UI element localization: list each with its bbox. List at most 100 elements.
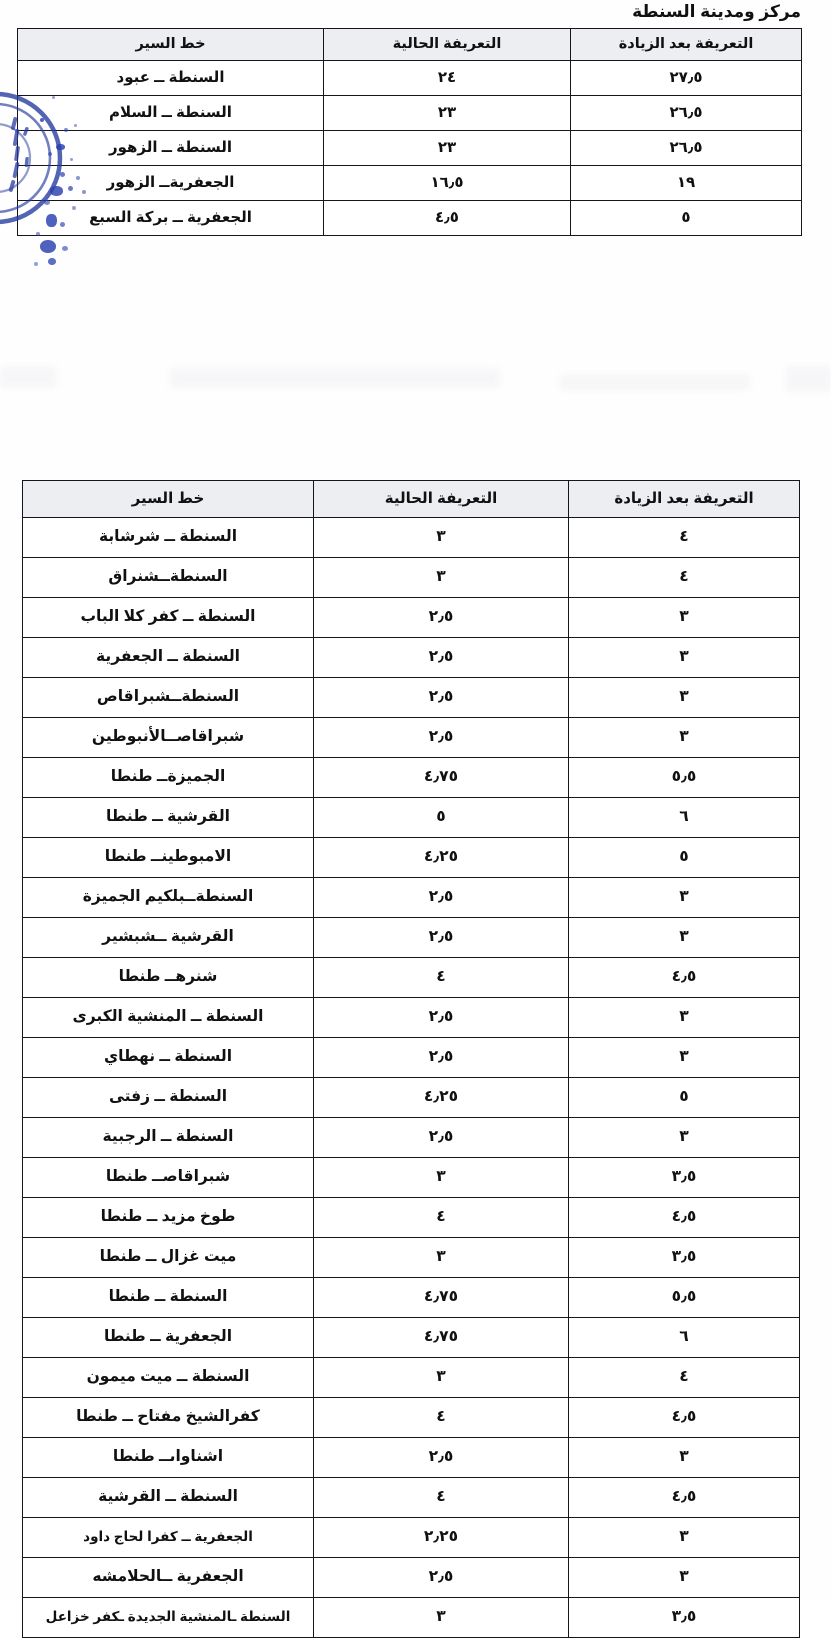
cell-current-fare: ٢٫٥: [313, 1037, 569, 1078]
table-row: ٤ ٣ السنطةــشنراق: [22, 557, 800, 598]
table-row: ٤٫٥ ٤ شنرهــ طنطا: [22, 957, 800, 998]
cell-new-fare: ٣: [568, 1557, 800, 1598]
column-header-route: خط السير: [17, 28, 324, 61]
cell-current-fare: ٢٫٥: [313, 637, 569, 678]
cell-route: الجعفرية ــ بركة السبع: [17, 200, 324, 236]
cell-new-fare: ٢٧٫٥: [570, 60, 802, 96]
cell-current-fare: ٢٫٥: [313, 877, 569, 918]
cell-new-fare: ٤٫٥: [568, 957, 800, 998]
cell-route: الامبوطينــ طنطا: [22, 837, 314, 878]
cell-current-fare: ٢٤: [323, 60, 571, 96]
scan-artifact: [170, 368, 500, 388]
cell-current-fare: ٤: [313, 1397, 569, 1438]
cell-route: السنطة ــ ميت ميمون: [22, 1357, 314, 1398]
cell-new-fare: ٤٫٥: [568, 1397, 800, 1438]
cell-new-fare: ٦: [568, 1317, 800, 1358]
cell-new-fare: ٣: [568, 997, 800, 1038]
cell-new-fare: ٣٫٥: [568, 1157, 800, 1198]
cell-current-fare: ٣: [313, 1237, 569, 1278]
cell-current-fare: ٤٫٢٥: [313, 1077, 569, 1118]
table-row: ٣ ٢٫٥ السنطة ــ نهطاي: [22, 1037, 800, 1078]
table-row: ٣ ٢٫٥ السنطة ــ المنشية الكبرى: [22, 997, 800, 1038]
cell-new-fare: ٣: [568, 1117, 800, 1158]
cell-route: القرشية ــ طنطا: [22, 797, 314, 838]
cell-current-fare: ٤٫٧٥: [313, 1317, 569, 1358]
column-header-current-fare: التعريفة الحالية: [313, 480, 569, 518]
cell-current-fare: ٢٫٥: [313, 1437, 569, 1478]
table-row: ٢٧٫٥ ٢٤ السنطة ــ عبود: [17, 60, 802, 96]
cell-route: الجعفريةــ الزهور: [17, 165, 324, 201]
cell-route: اشناواىــ طنطا: [22, 1437, 314, 1478]
table-body: ٤ ٣ السنطة ــ شرشابة ٤ ٣ السنطةــشنراق ٣ ٢٫٥ الس…: [22, 517, 800, 1638]
cell-current-fare: ٢٫٥: [313, 1557, 569, 1598]
table-header-row: التعريفة بعد الزيادة التعريفة الحالية خط…: [22, 480, 800, 518]
cell-current-fare: ٢٣: [323, 95, 571, 131]
cell-new-fare: ٥٫٥: [568, 1277, 800, 1318]
table-row: ٣ ٢٫٥ السنطةــشبراقاص: [22, 677, 800, 718]
cell-new-fare: ٤: [568, 1357, 800, 1398]
cell-route: السنطة ــ الرجبية: [22, 1117, 314, 1158]
table-row: ٥٫٥ ٤٫٧٥ السنطة ــ طنطا: [22, 1277, 800, 1318]
cell-current-fare: ٣: [313, 1597, 569, 1638]
cell-route: السنطة ــ كفر كلا الباب: [22, 597, 314, 638]
cell-new-fare: ٤٫٥: [568, 1197, 800, 1238]
cell-current-fare: ٤٫٧٥: [313, 1277, 569, 1318]
cell-new-fare: ٥: [568, 1077, 800, 1118]
table-row: ٤٫٥ ٤ السنطة ــ القرشية: [22, 1477, 800, 1518]
cell-route: السنطة ــ عبود: [17, 60, 324, 96]
table-row: ٣ ٢٫٥ السنطة ــ الرجبية: [22, 1117, 800, 1158]
cell-route: الجعفرية ــالحلامشه: [22, 1557, 314, 1598]
cell-new-fare: ٢٦٫٥: [570, 130, 802, 166]
cell-current-fare: ٣: [313, 557, 569, 598]
cell-new-fare: ٣: [568, 1437, 800, 1478]
cell-current-fare: ٤: [313, 1477, 569, 1518]
cell-route: الجميزةــ طنطا: [22, 757, 314, 798]
cell-current-fare: ٢٣: [323, 130, 571, 166]
table-row: ٥ ٤٫٢٥ الامبوطينــ طنطا: [22, 837, 800, 878]
cell-new-fare: ٦: [568, 797, 800, 838]
cell-route: طوخ مزيد ــ طنطا: [22, 1197, 314, 1238]
table-row: ٣٫٥ ٣ شبراقاصــ طنطا: [22, 1157, 800, 1198]
table-row: ٣٫٥ ٣ السنطة ـالمنشية الجديدة ـكفر خزاعل: [22, 1597, 800, 1638]
cell-route: السنطة ــ شرشابة: [22, 517, 314, 558]
scan-artifact: [786, 366, 831, 392]
column-header-new-fare: التعريفة بعد الزيادة: [568, 480, 800, 518]
cell-route: السنطة ــ الجعفرية: [22, 637, 314, 678]
table-row: ٣ ٢٫٥ السنطة ــ كفر كلا الباب: [22, 597, 800, 638]
table-row: ٣ ٢٫٥ القرشية ــشبشير: [22, 917, 800, 958]
cell-new-fare: ١٩: [570, 165, 802, 201]
cell-new-fare: ٣: [568, 597, 800, 638]
cell-new-fare: ٣: [568, 637, 800, 678]
cell-route: الجعفرية ــ كفرا لحاج داود: [22, 1517, 314, 1558]
cell-route: ميت غزال ــ طنطا: [22, 1237, 314, 1278]
table-body: ٢٧٫٥ ٢٤ السنطة ــ عبود ٢٦٫٥ ٢٣ السنطة ــ السل…: [17, 60, 802, 236]
column-header-new-fare: التعريفة بعد الزيادة: [570, 28, 802, 61]
cell-new-fare: ٣: [568, 1517, 800, 1558]
table-row: ١٩ ١٦٫٥ الجعفريةــ الزهور: [17, 165, 802, 201]
cell-route: الجعفرية ــ طنطا: [22, 1317, 314, 1358]
cell-new-fare: ٣: [568, 877, 800, 918]
cell-current-fare: ٤: [313, 1197, 569, 1238]
table-header: التعريفة بعد الزيادة التعريفة الحالية خط…: [17, 28, 802, 61]
cell-current-fare: ٢٫٥: [313, 677, 569, 718]
table-row: ٣٫٥ ٣ ميت غزال ــ طنطا: [22, 1237, 800, 1278]
cell-route: السنطة ــ القرشية: [22, 1477, 314, 1518]
cell-current-fare: ١٦٫٥: [323, 165, 571, 201]
cell-route: السنطة ــ السلام: [17, 95, 324, 131]
cell-current-fare: ٤٫٧٥: [313, 757, 569, 798]
table-row: ٤ ٣ السنطة ــ شرشابة: [22, 517, 800, 558]
table-row: ٣ ٢٫٢٥ الجعفرية ــ كفرا لحاج داود: [22, 1517, 800, 1558]
cell-current-fare: ٢٫٥: [313, 917, 569, 958]
cell-route: شبراقاصــ طنطا: [22, 1157, 314, 1198]
cell-new-fare: ٤٫٥: [568, 1477, 800, 1518]
table-row: ٢٦٫٥ ٢٣ السنطة ــ السلام: [17, 95, 802, 131]
cell-route: السنطة ــ زفتى: [22, 1077, 314, 1118]
cell-current-fare: ٢٫٢٥: [313, 1517, 569, 1558]
table-row: ٥ ٤٫٢٥ السنطة ــ زفتى: [22, 1077, 800, 1118]
table-header-row: التعريفة بعد الزيادة التعريفة الحالية خط…: [17, 28, 802, 61]
cell-route: السنطةــشنراق: [22, 557, 314, 598]
cell-new-fare: ٣: [568, 1037, 800, 1078]
cell-current-fare: ٣: [313, 1157, 569, 1198]
table-header: التعريفة بعد الزيادة التعريفة الحالية خط…: [22, 480, 800, 518]
cell-route: شنرهــ طنطا: [22, 957, 314, 998]
